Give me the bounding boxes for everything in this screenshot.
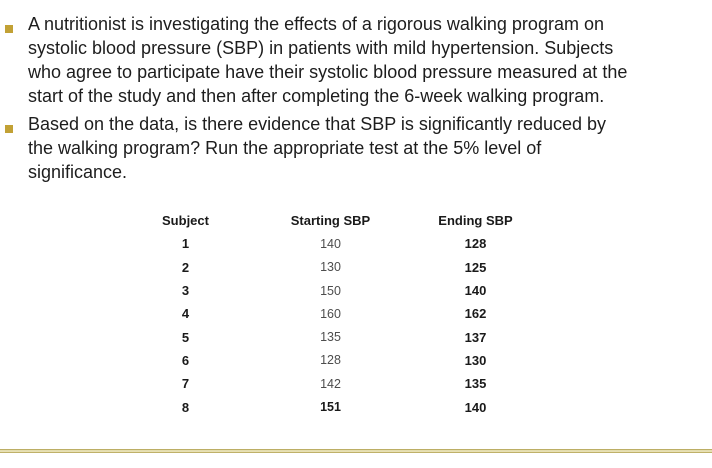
ending-sbp-cell: 140	[464, 399, 487, 415]
table-row: 4 160 162	[113, 302, 548, 325]
ending-sbp-cell: 125	[464, 259, 487, 275]
subject-cell: 1	[181, 236, 190, 252]
starting-sbp-cell: 160	[320, 306, 341, 321]
starting-sbp-cell: 128	[320, 353, 341, 368]
ending-sbp-cell: 128	[464, 236, 487, 252]
bullet-text-problem-statement: A nutritionist is investigating the effe…	[28, 14, 628, 106]
table-row: 7 142 135	[113, 372, 548, 395]
starting-sbp-cell: 151	[320, 400, 341, 415]
bullet-item: Based on the data, is there evidence tha…	[5, 112, 708, 184]
starting-sbp-cell: 130	[320, 260, 341, 275]
bullet-square-icon	[5, 25, 13, 33]
table-row: 5 135 137	[113, 325, 548, 348]
ending-sbp-cell: 140	[464, 283, 487, 299]
starting-sbp-cell: 142	[320, 376, 341, 391]
subject-cell: 6	[181, 352, 190, 368]
table-header-row: Subject Starting SBP Ending SBP	[113, 209, 548, 232]
bullet-item: A nutritionist is investigating the effe…	[5, 12, 708, 108]
table-row: 2 130 125	[113, 256, 548, 279]
table-row: 6 128 130	[113, 349, 548, 372]
ending-sbp-column-header: Ending SBP	[438, 213, 513, 229]
bullet-list: A nutritionist is investigating the effe…	[5, 12, 708, 184]
table-row: 3 150 140	[113, 279, 548, 302]
subject-cell: 8	[181, 399, 190, 415]
starting-sbp-column-header: Starting SBP	[290, 213, 371, 229]
subject-column-header: Subject	[162, 213, 209, 229]
bullet-square-icon	[5, 125, 13, 133]
subject-cell: 5	[181, 329, 190, 345]
subject-cell: 4	[181, 306, 190, 322]
subject-cell: 7	[181, 376, 190, 392]
ending-sbp-cell: 137	[464, 329, 487, 345]
ending-sbp-cell: 162	[464, 306, 487, 322]
sbp-data-table: Subject Starting SBP Ending SBP 1 140 12…	[113, 209, 548, 419]
table-row: 1 140 128	[113, 232, 548, 255]
starting-sbp-cell: 150	[320, 283, 341, 298]
starting-sbp-cell: 135	[320, 330, 341, 345]
bullet-text-question: Based on the data, is there evidence tha…	[28, 114, 607, 182]
subject-cell: 2	[181, 259, 190, 275]
ending-sbp-cell: 135	[464, 376, 487, 392]
table-row: 8 151 140	[113, 395, 548, 418]
ending-sbp-cell: 130	[464, 352, 487, 368]
divider-line	[0, 449, 712, 453]
starting-sbp-cell: 140	[320, 236, 341, 251]
subject-cell: 3	[181, 283, 190, 299]
